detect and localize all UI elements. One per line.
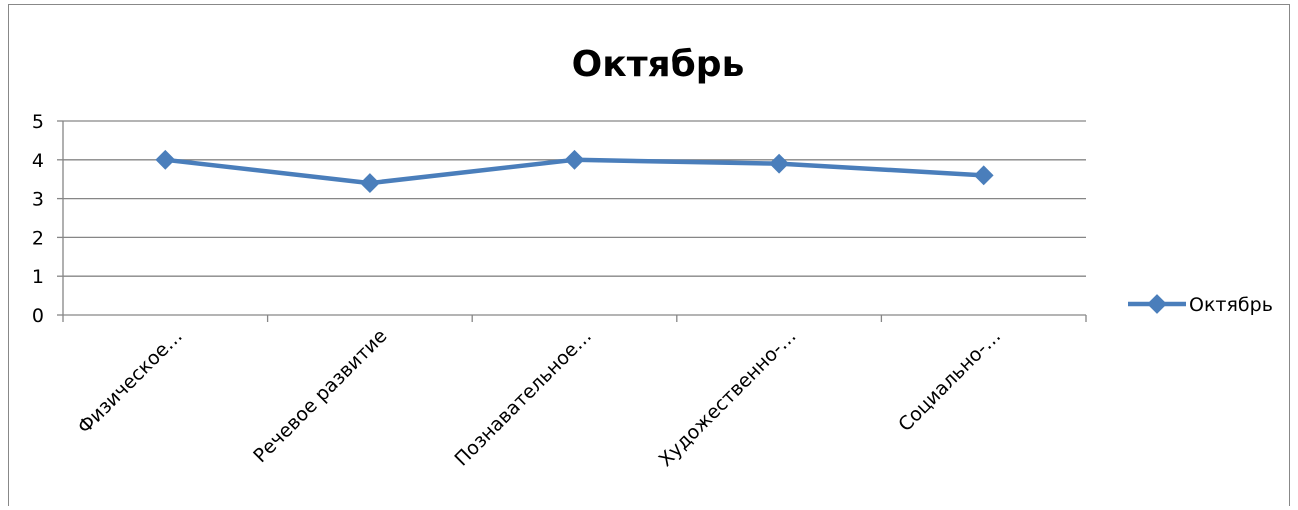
data-point	[769, 153, 789, 174]
legend: Октябрь	[1128, 294, 1273, 316]
y-tick-label: 3	[32, 189, 44, 211]
y-tick-label: 5	[32, 111, 44, 133]
axes	[57, 120, 1087, 322]
x-tick-label: Художественно-…	[655, 325, 801, 471]
y-tick-label: 1	[32, 266, 44, 288]
series-layer	[155, 149, 994, 193]
x-tick-label: Социально-…	[894, 325, 1005, 436]
y-tick-labels: 0 1 2 3 4 5	[32, 111, 44, 327]
data-point	[155, 149, 176, 170]
legend-label: Октябрь	[1189, 294, 1273, 316]
y-tick-label: 4	[32, 150, 44, 172]
gridlines	[63, 120, 1086, 277]
y-tick-label: 0	[32, 305, 44, 327]
chart-title: Октябрь	[572, 44, 745, 85]
data-point	[973, 165, 994, 186]
y-tick-label: 2	[32, 227, 44, 249]
data-point	[360, 173, 380, 193]
x-tick-label: Познавательное…	[451, 325, 596, 470]
x-tick-label: Физическое…	[73, 325, 186, 438]
x-tick-labels: Физическое… Речевое развитие Познавательно…	[73, 325, 1005, 471]
legend-diamond-marker	[1147, 294, 1167, 314]
chart-frame	[8, 4, 1290, 506]
data-point	[564, 149, 585, 170]
x-tick-label: Речевое развитие	[249, 325, 391, 467]
